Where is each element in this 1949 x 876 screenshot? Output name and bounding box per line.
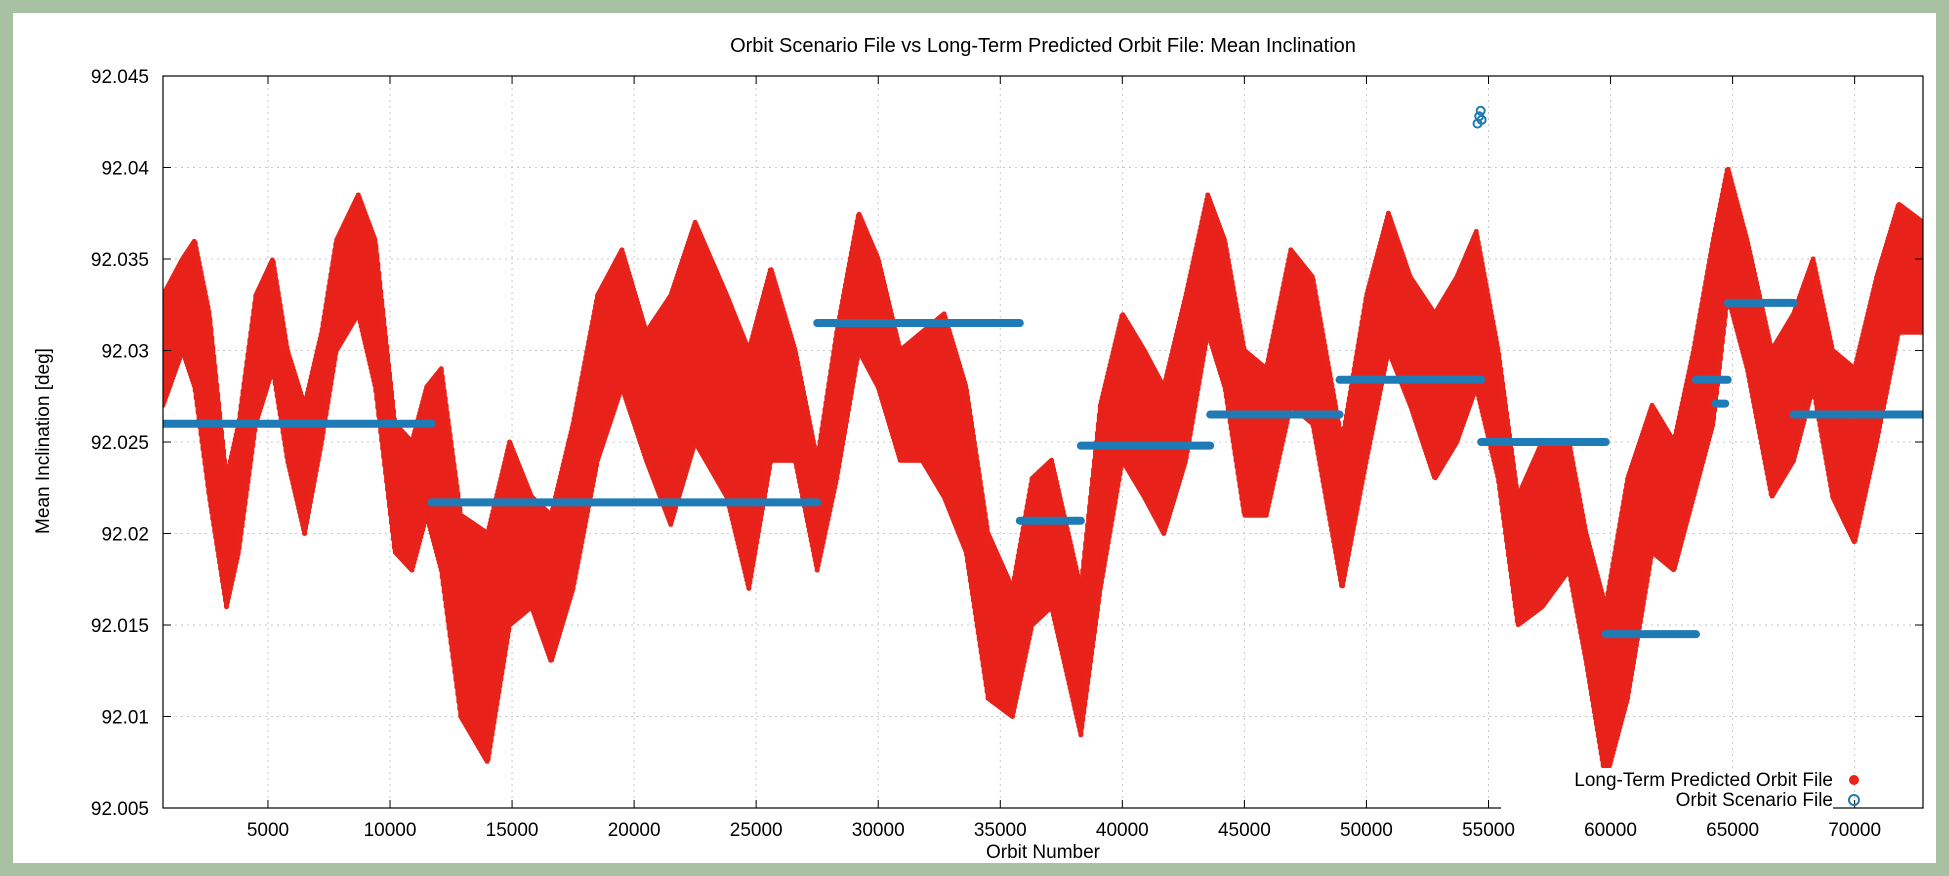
x-tick-label: 55000 [1462, 820, 1515, 841]
x-tick-label: 30000 [852, 820, 905, 841]
series-orbit-scenario [163, 105, 1923, 639]
legend-label-predicted: Long-Term Predicted Orbit File [1574, 770, 1833, 791]
x-tick-label: 65000 [1706, 820, 1759, 841]
legend-marker-predicted [1849, 775, 1859, 785]
y-tick-label: 92.02 [101, 525, 149, 546]
y-axis-title: Mean Inclination [deg] [33, 348, 54, 534]
y-tick-label: 92.045 [91, 67, 149, 88]
x-tick-label: 25000 [730, 820, 783, 841]
y-tick-label: 92.03 [101, 342, 149, 363]
x-tick-label: 50000 [1340, 820, 1393, 841]
legend-background [1501, 768, 1833, 810]
x-tick-label: 70000 [1828, 820, 1881, 841]
y-tick-label: 92.035 [91, 250, 149, 271]
y-axis: 92.005 92.01 92.015 92.02 92.025 92.03 92.035 9… [91, 67, 1923, 820]
series-long-term-predicted [163, 166, 1923, 782]
y-tick-label: 92.04 [101, 159, 149, 180]
x-tick-label: 10000 [364, 820, 417, 841]
x-tick-label: 35000 [974, 820, 1027, 841]
y-tick-label: 92.005 [91, 799, 149, 820]
x-axis-title: Orbit Number [986, 842, 1101, 863]
scenario-point [1475, 105, 1486, 116]
chart-title: Orbit Scenario File vs Long-Term Predict… [730, 35, 1356, 57]
y-tick-label: 92.01 [101, 708, 149, 729]
scenario-point [1476, 114, 1487, 125]
x-tick-label: 5000 [247, 820, 289, 841]
inclination-chart: Orbit Scenario File vs Long-Term Predict… [33, 35, 1924, 863]
x-tick-label: 60000 [1584, 820, 1637, 841]
y-tick-label: 92.025 [91, 433, 149, 454]
x-tick-label: 40000 [1096, 820, 1149, 841]
x-tick-label: 45000 [1218, 820, 1271, 841]
y-tick-label: 92.015 [91, 616, 149, 637]
legend: Long-Term Predicted Orbit File Orbit Sce… [1501, 768, 1860, 811]
x-tick-label: 15000 [486, 820, 539, 841]
legend-marker-scenario [1848, 794, 1860, 806]
legend-label-scenario: Orbit Scenario File [1676, 790, 1833, 811]
x-axis: 5000 10000 15000 20000 25000 30000 35000 40000 4… [247, 76, 1881, 841]
chart-frame: Orbit Scenario File vs Long-Term Predict… [13, 13, 1936, 863]
x-tick-label: 20000 [608, 820, 661, 841]
plot-area [163, 105, 1923, 782]
